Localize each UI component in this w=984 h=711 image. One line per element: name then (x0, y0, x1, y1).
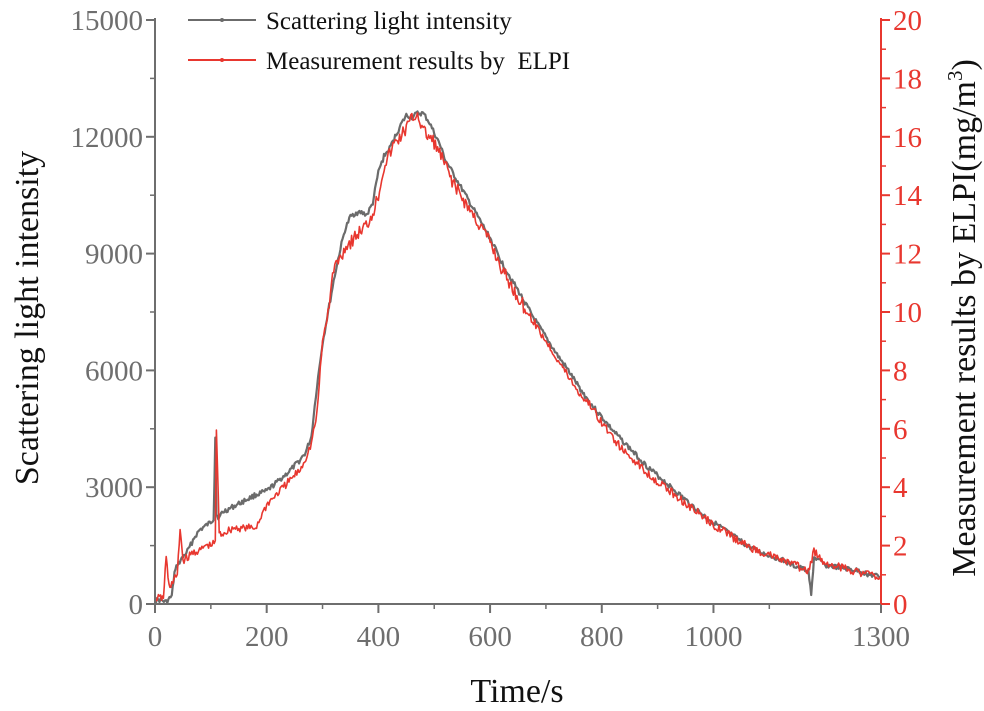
y-tick-label-left: 6000 (85, 355, 143, 387)
y-tick-label-left: 15000 (71, 5, 144, 37)
y-tick-label-right: 12 (893, 239, 922, 271)
y-tick-label-right: 16 (893, 122, 922, 154)
x-tick-label: 1300 (852, 621, 910, 653)
y-tick-label-right: 14 (893, 180, 923, 212)
x-tick-label: 200 (245, 621, 289, 653)
series-line-scattering-intensity (154, 110, 882, 605)
y-tick-label-right: 20 (893, 5, 922, 37)
x-tick-label: 400 (357, 621, 401, 653)
legend-label-elpi: Measurement results by ELPI (266, 48, 570, 75)
y-tick-label-right: 4 (893, 472, 908, 504)
y-axis-title-left: Scattering light intensity (9, 151, 46, 485)
y2-title-sup: 3 (943, 71, 967, 82)
y-tick-label-left: 3000 (85, 472, 143, 504)
y-tick-label-right: 18 (893, 63, 922, 95)
plot-lines (154, 110, 882, 605)
x-tick-label: 600 (468, 621, 512, 653)
y2-title-close: ) (946, 59, 983, 70)
y-tick-label-right: 10 (893, 297, 922, 329)
y2-title-main: Measurement results by ELPI(mg/m (946, 81, 983, 577)
x-tick-label: 0 (148, 621, 163, 653)
legend: Scattering light intensity Measurement r… (188, 8, 570, 75)
legend-label-scatter: Scattering light intensity (266, 8, 512, 35)
series-line-elpi (154, 112, 882, 602)
y-tick-label-right: 2 (893, 531, 908, 563)
y-tick-label-right: 6 (893, 414, 908, 446)
y-tick-label-right: 8 (893, 355, 908, 387)
ticks: 0 200 400 600 800 1000 13000300060009000120001… (71, 5, 923, 653)
legend-marker-scatter (220, 18, 224, 22)
y-tick-label-left: 9000 (85, 239, 143, 271)
legend-marker-elpi (220, 58, 224, 62)
y-tick-label-left: 0 (129, 589, 144, 621)
x-axis-title: Time/s (470, 673, 563, 710)
y-tick-label-right: 0 (893, 589, 908, 621)
x-tick-label: 1000 (684, 621, 742, 653)
y-axis-title-right: Measurement results by ELPI(mg/m3) (943, 59, 983, 577)
x-tick-label: 800 (580, 621, 624, 653)
y-tick-label-left: 12000 (71, 122, 144, 154)
axes (154, 18, 882, 605)
